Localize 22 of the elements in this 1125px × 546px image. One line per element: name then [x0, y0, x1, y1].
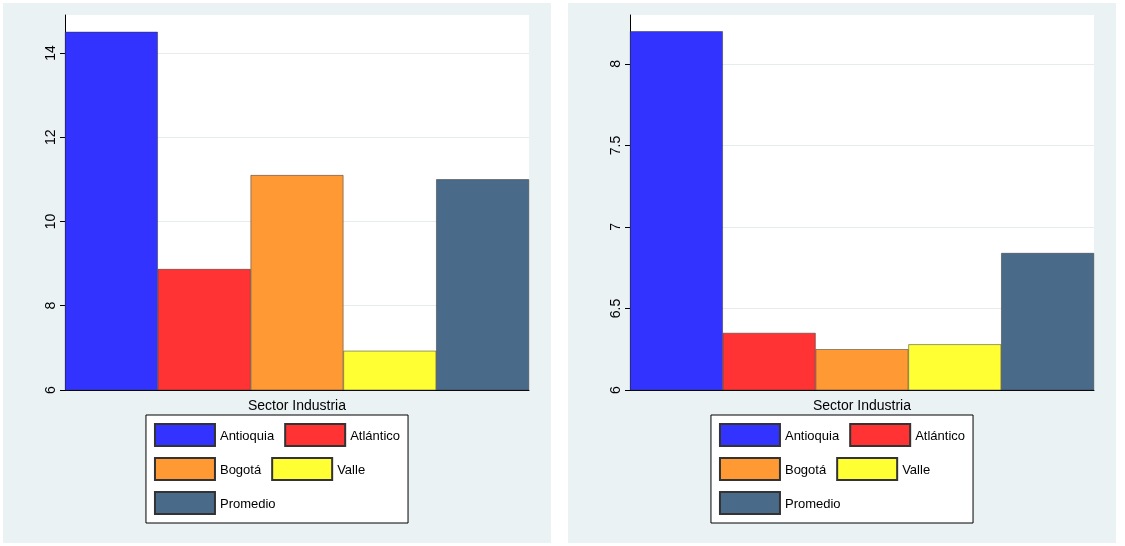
- legend-label: Bogotá: [219, 461, 262, 477]
- y-tick-label: 8: [607, 59, 623, 68]
- legend-label: Antioquia: [219, 427, 275, 443]
- legend-label: Promedio: [784, 495, 841, 511]
- y-tick-label: 6: [607, 385, 623, 394]
- legend-label: Atlántico: [915, 427, 966, 443]
- x-tick-label: Sector Industria: [247, 397, 347, 413]
- legend-label: Promedio: [219, 495, 276, 511]
- y-tick-label: 14: [42, 44, 58, 61]
- legend-label: Antioquia: [784, 427, 840, 443]
- legend-label: Bogotá: [784, 461, 827, 477]
- y-tick-label: 7: [607, 222, 623, 231]
- y-tick-label: 10: [42, 213, 58, 230]
- x-tick-label: Sector Industria: [812, 397, 912, 413]
- y-tick-label: 12: [42, 129, 58, 145]
- legend-label: Valle: [337, 461, 366, 477]
- y-tick-label: 7.5: [607, 135, 623, 156]
- y-tick-label: 8: [42, 301, 58, 310]
- y-tick-label: 6.5: [607, 298, 623, 319]
- legend-label: Valle: [902, 461, 931, 477]
- y-tick-label: 6: [42, 385, 58, 394]
- legend-label: Atlántico: [350, 427, 401, 443]
